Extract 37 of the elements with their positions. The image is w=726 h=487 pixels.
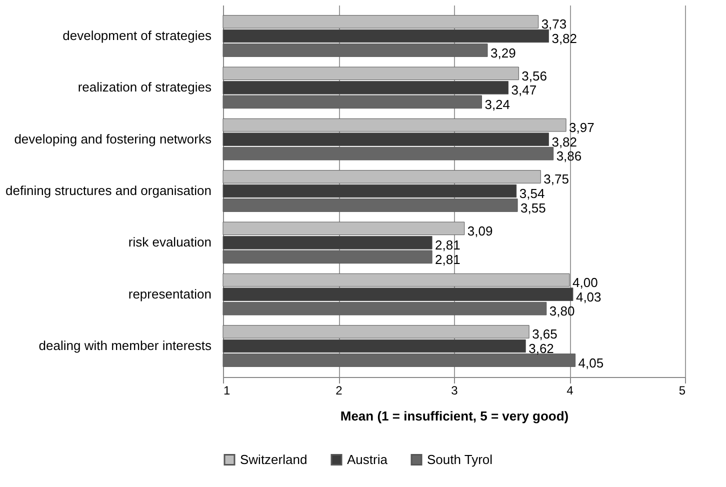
x-tick-label: 4 [566, 384, 574, 398]
data-label: 3,82 [552, 31, 578, 46]
data-label: 3,73 [541, 16, 567, 32]
x-tick-label: 2 [336, 384, 343, 398]
data-label: 3,24 [484, 96, 510, 112]
y-tick-label: defining structures and organisation [6, 183, 212, 198]
data-label: 4,05 [578, 355, 604, 370]
y-tick-label: development of strategies [62, 28, 212, 43]
data-label: 4,00 [572, 275, 598, 290]
x-axis-title: Mean (1 = insufficient, 5 = very good) [340, 408, 569, 424]
data-label: 3,75 [544, 172, 569, 187]
data-label: 3,54 [519, 186, 545, 201]
y-tick-label: risk evaluation [128, 234, 212, 250]
data-label: 3,55 [520, 200, 546, 216]
data-label: 2,81 [435, 252, 460, 267]
x-tick-label: 3 [451, 384, 458, 398]
data-label: 3,97 [569, 120, 594, 136]
x-tick-label: 1 [224, 384, 230, 398]
data-label: 3,56 [522, 68, 547, 84]
data-label: 3,47 [511, 82, 537, 98]
y-tick-label: representation [128, 286, 212, 302]
y-tick-label: developing and fostering networks [14, 131, 212, 146]
data-label: 4,03 [576, 289, 602, 304]
data-label: 3,82 [552, 134, 578, 150]
data-label: 3,09 [467, 223, 493, 238]
legend-label: Switzerland [240, 452, 308, 467]
data-label: 2,81 [435, 238, 460, 253]
legend-label: Austria [347, 452, 388, 467]
data-label: 3,29 [490, 45, 516, 60]
legend-label: South Tyrol [427, 452, 493, 467]
data-label: 3,65 [532, 326, 558, 342]
y-tick-label: realization of strategies [78, 80, 212, 95]
data-label: 3,80 [549, 304, 575, 319]
x-tick-label: 5 [678, 384, 686, 398]
y-tick-label: dealing with member interests [38, 338, 212, 353]
data-label: 3,86 [556, 148, 582, 164]
data-label: 3,62 [528, 341, 554, 356]
